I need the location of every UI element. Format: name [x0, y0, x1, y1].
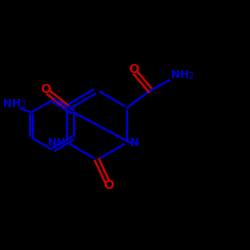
Text: O: O — [104, 179, 114, 192]
Text: O: O — [128, 63, 139, 76]
Text: N: N — [130, 138, 140, 148]
Text: NH$_2$: NH$_2$ — [2, 97, 27, 111]
Text: NH$_2$: NH$_2$ — [170, 68, 195, 82]
Text: O: O — [40, 83, 51, 96]
Text: NH: NH — [48, 138, 66, 148]
